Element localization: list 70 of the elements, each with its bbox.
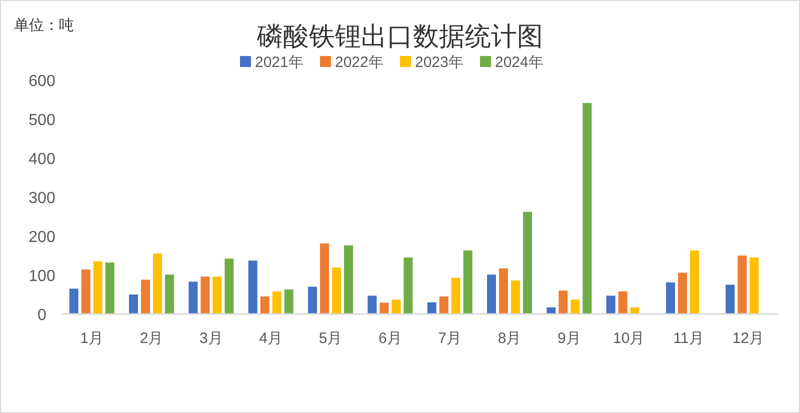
x-tick-label: 8月 (498, 330, 522, 347)
bar (750, 257, 759, 314)
x-tick-label: 7月 (438, 330, 462, 347)
bar (69, 288, 78, 314)
y-tick-label: 0 (38, 307, 47, 324)
bar (606, 296, 616, 314)
bar (93, 261, 102, 314)
x-tick-label: 9月 (557, 330, 581, 347)
bar (344, 245, 353, 314)
y-tick-label: 200 (28, 229, 56, 246)
bar (81, 270, 90, 314)
x-tick-label: 2月 (140, 330, 164, 347)
chart-title: 磷酸铁锂出口数据统计图 (256, 21, 543, 51)
x-tick-label: 6月 (378, 330, 402, 347)
bar (511, 280, 520, 314)
bar (558, 290, 568, 314)
bar (618, 291, 628, 314)
y-axis-title: 单位：吨 (14, 17, 74, 34)
bar (463, 250, 472, 314)
bar (630, 307, 640, 314)
bar (439, 296, 448, 314)
bar (260, 296, 270, 314)
bar (284, 289, 294, 314)
bar (105, 262, 114, 314)
x-tick-label: 5月 (318, 330, 342, 347)
bar (224, 258, 234, 314)
legend-label: 2021年 (255, 54, 304, 71)
bar (212, 276, 222, 314)
y-tick-label: 600 (28, 73, 56, 90)
bar (320, 243, 329, 314)
legend-label: 2023年 (415, 54, 464, 71)
bar (451, 278, 460, 314)
y-tick-label: 500 (28, 112, 56, 129)
y-tick-label: 300 (28, 190, 56, 207)
x-tick-label: 11月 (673, 330, 704, 347)
bar (392, 300, 401, 314)
legend-label: 2024年 (495, 54, 544, 71)
legend-label: 2022年 (335, 54, 384, 71)
bar (726, 284, 735, 314)
bar (368, 296, 377, 314)
bar (678, 272, 687, 314)
x-tick-label: 1月 (80, 330, 104, 347)
bar (690, 250, 699, 314)
bar (499, 268, 508, 314)
x-tick-label: 10月 (612, 330, 645, 347)
bar (738, 256, 747, 314)
bar (308, 286, 317, 314)
bar (570, 300, 580, 314)
y-tick-label: 100 (28, 268, 56, 285)
bar (153, 254, 162, 314)
x-tick-label: 12月 (732, 330, 764, 347)
bar (487, 274, 496, 314)
bar (666, 282, 675, 314)
bar (200, 276, 210, 314)
y-tick-label: 400 (28, 151, 56, 168)
bar (380, 302, 389, 314)
bar (129, 294, 138, 314)
x-tick-label: 4月 (259, 330, 283, 347)
bar (188, 282, 198, 314)
x-tick-label: 3月 (199, 330, 223, 347)
bar (523, 212, 532, 314)
bar (427, 302, 436, 314)
bar (165, 274, 174, 314)
bar (404, 257, 413, 314)
bar (582, 103, 592, 314)
bar (272, 291, 282, 314)
bar (332, 268, 341, 314)
bar (141, 280, 150, 314)
bar (546, 307, 556, 314)
bar (248, 260, 258, 314)
